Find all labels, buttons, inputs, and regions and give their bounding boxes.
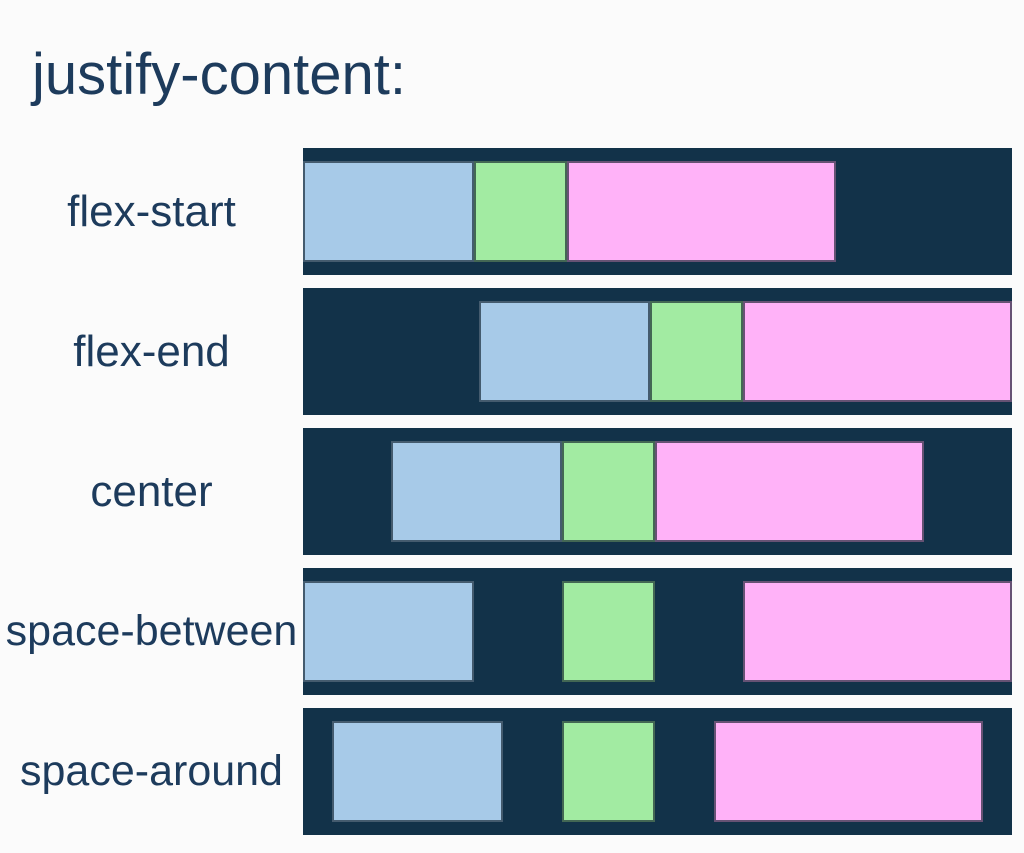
flex-container bbox=[303, 568, 1012, 695]
row-label: space-around bbox=[20, 747, 283, 795]
flex-item-green bbox=[561, 721, 655, 822]
row-label: center bbox=[90, 466, 213, 516]
flex-item-green bbox=[650, 301, 743, 402]
row-space-between: space-between bbox=[0, 568, 1012, 695]
flex-item-green bbox=[562, 441, 655, 542]
flex-container bbox=[303, 428, 1012, 555]
row-flex-start: flex-start bbox=[0, 148, 1012, 275]
flex-item-pink bbox=[713, 721, 983, 822]
row-label: flex-end bbox=[73, 326, 230, 376]
justify-content-diagram: flex-start flex-end center space-between bbox=[0, 148, 1024, 835]
flex-item-pink bbox=[567, 161, 836, 262]
flex-item-green bbox=[562, 581, 655, 682]
flex-container bbox=[303, 148, 1012, 275]
flex-item-blue bbox=[332, 721, 504, 822]
flex-item-pink bbox=[743, 581, 1012, 682]
flex-item-blue bbox=[391, 441, 562, 542]
row-flex-end: flex-end bbox=[0, 288, 1012, 415]
flex-item-pink bbox=[655, 441, 924, 542]
page-title: justify-content: bbox=[32, 41, 406, 107]
flex-item-green bbox=[474, 161, 567, 262]
row-label: space-between bbox=[5, 607, 298, 655]
flex-item-blue bbox=[479, 301, 650, 402]
flex-container bbox=[303, 708, 1012, 835]
row-label: flex-start bbox=[67, 186, 236, 236]
row-center: center bbox=[0, 428, 1012, 555]
flex-container bbox=[303, 288, 1012, 415]
flex-item-pink bbox=[743, 301, 1012, 402]
flex-item-blue bbox=[303, 581, 474, 682]
row-space-around: space-around bbox=[0, 708, 1012, 835]
header: justify-content: bbox=[0, 0, 1024, 148]
flex-item-blue bbox=[303, 161, 474, 262]
